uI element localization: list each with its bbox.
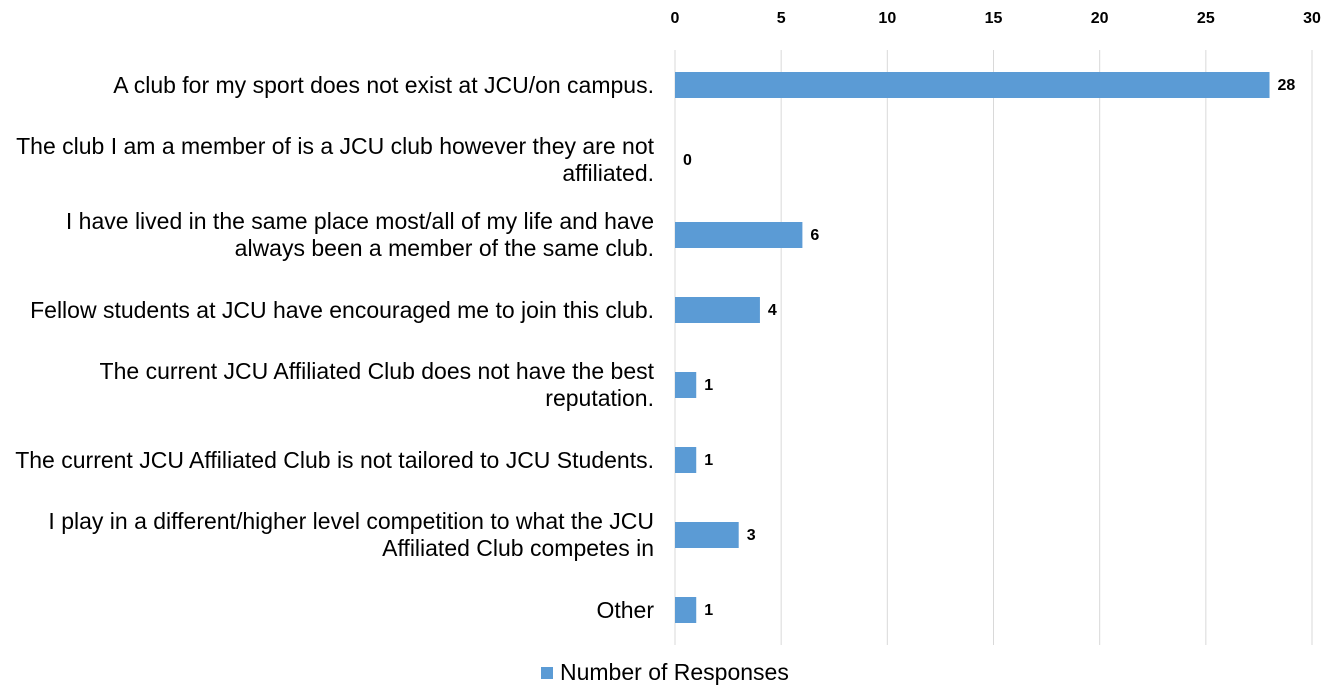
- legend-label: Number of Responses: [560, 659, 789, 685]
- data-label: 1: [704, 452, 713, 469]
- x-tick-label: 5: [777, 10, 786, 27]
- bar: [675, 222, 803, 248]
- y-tick-label: The current JCU Affiliated Club does not…: [99, 358, 654, 411]
- y-tick-label: Other: [596, 596, 654, 623]
- x-tick-label: 30: [1303, 10, 1321, 27]
- legend-swatch: [541, 667, 553, 679]
- y-tick-label: Fellow students at JCU have encouraged m…: [30, 296, 654, 323]
- x-tick-label: 0: [671, 10, 680, 27]
- y-tick-label: The club I am a member of is a JCU club …: [16, 133, 654, 186]
- data-label: 0: [683, 152, 692, 169]
- x-tick-label: 20: [1091, 10, 1109, 27]
- data-label: 1: [704, 377, 713, 394]
- data-label: 1: [704, 602, 713, 619]
- data-label: 28: [1278, 77, 1296, 94]
- data-label: 3: [747, 527, 756, 544]
- data-label: 6: [810, 227, 819, 244]
- y-tick-label: I play in a different/higher level compe…: [48, 508, 654, 561]
- bar: [675, 522, 739, 548]
- x-tick-label: 25: [1197, 10, 1215, 27]
- data-label: 4: [768, 302, 777, 319]
- bar: [675, 372, 697, 398]
- y-tick-label: The current JCU Affiliated Club is not t…: [15, 446, 654, 473]
- bar: [675, 447, 697, 473]
- bar: [675, 597, 697, 623]
- y-tick-label: I have lived in the same place most/all …: [65, 208, 654, 261]
- y-tick-label: A club for my sport does not exist at JC…: [113, 71, 654, 98]
- bar: [675, 297, 760, 323]
- x-tick-label: 15: [985, 10, 1003, 27]
- bar: [675, 72, 1270, 98]
- x-tick-label: 10: [878, 10, 896, 27]
